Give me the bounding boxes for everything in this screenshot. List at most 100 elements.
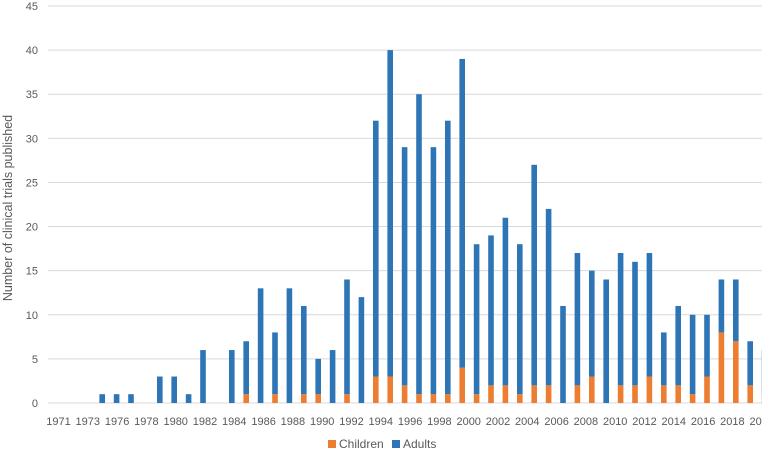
- bar-adults-2005: [531, 164, 537, 386]
- bar-children-2003: [502, 385, 509, 403]
- bar-children-1996: [401, 385, 408, 403]
- bar-adults-1993: [358, 297, 365, 403]
- bar-children-2018: [718, 332, 725, 403]
- legend-swatch-children: [328, 440, 336, 448]
- bar-adults-2003: [502, 217, 509, 386]
- bar-adults-2007: [560, 305, 566, 403]
- y-axis-ticks: 0 5 10 15 20 25 30 35 40 45: [26, 1, 38, 410]
- bar-adults-1984: [229, 350, 235, 403]
- bar-adults-2017: [704, 314, 710, 377]
- bar-children-2002: [488, 385, 494, 403]
- bar-adults-1982: [200, 350, 206, 403]
- x-tick-label: 2008: [574, 416, 598, 428]
- bar-adults-2018: [718, 279, 725, 333]
- bar-adults-1996: [401, 147, 408, 386]
- bar-adults-1987: [272, 332, 278, 395]
- bar-adults-2016: [689, 314, 696, 395]
- x-tick-label: 1973: [76, 416, 100, 428]
- y-tick-label: 25: [26, 177, 38, 189]
- bar-adults-1989: [301, 305, 307, 395]
- y-tick-label: 10: [26, 310, 38, 322]
- x-tick-label: 2004: [515, 416, 539, 428]
- x-tick-label: 2016: [691, 416, 715, 428]
- bar-children-2013: [646, 376, 653, 403]
- legend-label-children: Children: [339, 437, 384, 451]
- bar-children-2020: [747, 385, 753, 403]
- bar-adults-1990: [315, 358, 321, 395]
- bar-adults-1992: [344, 279, 350, 395]
- x-tick-label: 1976: [105, 416, 129, 428]
- bar-adults-1995: [387, 50, 393, 377]
- x-tick-label: 2006: [544, 416, 568, 428]
- bar-adults-1985: [243, 341, 249, 395]
- bar-adults-2000: [459, 58, 465, 368]
- bar-children-2006: [545, 385, 552, 403]
- bar-adults-1998: [430, 147, 437, 395]
- bar-children-2019: [733, 341, 739, 403]
- y-tick-label: 40: [26, 45, 38, 57]
- x-tick-label: 2014: [662, 416, 686, 428]
- bar-adults-1977: [128, 394, 134, 403]
- x-tick-label: 1980: [163, 416, 187, 428]
- x-axis-ticks: 1971 1973 1976 1978 1980 1982 1984 1986 1988 1990…: [46, 416, 762, 428]
- bar-children-1985: [243, 394, 249, 403]
- x-tick-label: 2010: [603, 416, 627, 428]
- bar-children-1990: [315, 394, 321, 403]
- y-tick-label: 45: [26, 1, 38, 13]
- bar-children-1987: [272, 394, 278, 403]
- bar-adults-1979: [157, 376, 163, 403]
- bar-adults-2002: [488, 235, 494, 386]
- bar-adults-2006: [545, 208, 552, 386]
- y-tick-label: 35: [26, 89, 38, 101]
- bar-children-2012: [632, 385, 638, 403]
- bar-children-1992: [344, 394, 350, 403]
- bar-adults-1980: [171, 376, 177, 403]
- x-tick-label: 2000: [456, 416, 480, 428]
- bar-adults-2019: [733, 279, 739, 342]
- x-tick-label: 2018: [720, 416, 744, 428]
- y-tick-label: 0: [32, 398, 38, 410]
- bar-adults-1988: [286, 288, 293, 403]
- bar-children-2011: [617, 385, 624, 403]
- bar-children-1994: [373, 376, 379, 403]
- bar-children-2009: [589, 376, 595, 403]
- x-tick-label: 1992: [339, 416, 363, 428]
- bars: [99, 50, 762, 403]
- bar-adults-2013: [646, 253, 653, 377]
- bar-children-2001: [473, 394, 480, 403]
- x-tick-label: 1982: [193, 416, 217, 428]
- x-tick-label: 1988: [281, 416, 305, 428]
- bar-children-1999: [445, 394, 451, 403]
- x-tick-label: 2002: [486, 416, 510, 428]
- x-tick-label: 1984: [222, 416, 246, 428]
- bar-adults-2010: [603, 279, 609, 403]
- bar-children-2008: [574, 385, 581, 403]
- x-tick-label: 1971: [46, 416, 70, 428]
- bar-children-1998: [430, 394, 437, 403]
- legend-swatch-adults: [392, 440, 400, 448]
- bar-adults-2011: [617, 253, 624, 386]
- bar-adults-2014: [661, 332, 667, 386]
- y-tick-label: 15: [26, 266, 38, 278]
- x-tick-label: 1994: [369, 416, 393, 428]
- bar-adults-1976: [113, 394, 120, 403]
- y-tick-label: 20: [26, 222, 38, 234]
- bar-children-1997: [416, 394, 422, 403]
- bar-adults-2012: [632, 261, 638, 386]
- x-tick-label: 1996: [398, 416, 422, 428]
- bar-adults-1999: [445, 120, 451, 395]
- bar-adults-1991: [329, 350, 336, 403]
- bar-adults-1997: [416, 94, 422, 395]
- legend: Children Adults: [328, 437, 436, 451]
- bar-children-1989: [301, 394, 307, 403]
- bar-children-2004: [517, 394, 523, 403]
- bar-adults-2004: [517, 244, 523, 395]
- y-tick-label: 5: [32, 354, 38, 366]
- bar-adults-1981: [185, 394, 192, 403]
- bar-adults-2020: [747, 341, 753, 386]
- bar-adults-2001: [473, 244, 480, 395]
- y-axis-title: Number of clinical trials published: [1, 115, 15, 301]
- bar-adults-1975: [99, 394, 105, 403]
- bar-adults-2009: [589, 270, 595, 377]
